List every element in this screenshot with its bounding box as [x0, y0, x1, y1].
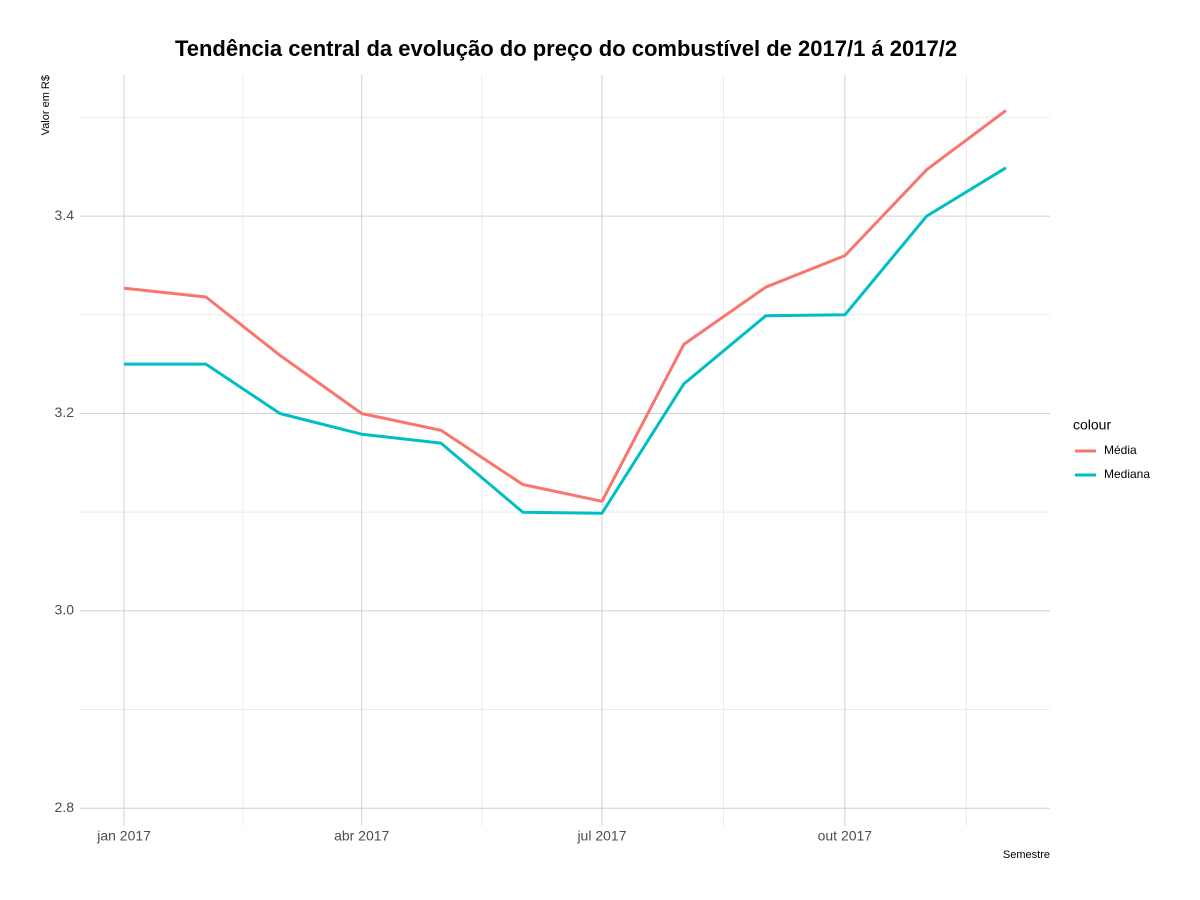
y-axis-title: Valor em R$	[40, 75, 52, 135]
x-axis-title: Semestre	[1003, 849, 1050, 861]
chart-title: Tendência central da evolução do preço d…	[175, 36, 957, 61]
legend-title: colour	[1073, 417, 1111, 433]
grid	[80, 75, 1050, 826]
legend-label: Mediana	[1104, 467, 1150, 481]
x-tick-label: out 2017	[818, 828, 873, 844]
series-line	[123, 109, 1007, 503]
x-tick-label: jul 2017	[576, 828, 626, 844]
x-tick-label: jan 2017	[96, 828, 151, 844]
legend-label: Média	[1104, 443, 1137, 457]
y-tick-label: 2.8	[55, 799, 75, 815]
y-tick-label: 3.2	[55, 404, 75, 420]
x-tick-label: abr 2017	[334, 828, 389, 844]
y-tick-label: 3.0	[55, 602, 75, 618]
y-tick-label: 3.4	[55, 207, 75, 223]
series-line	[124, 166, 1007, 515]
